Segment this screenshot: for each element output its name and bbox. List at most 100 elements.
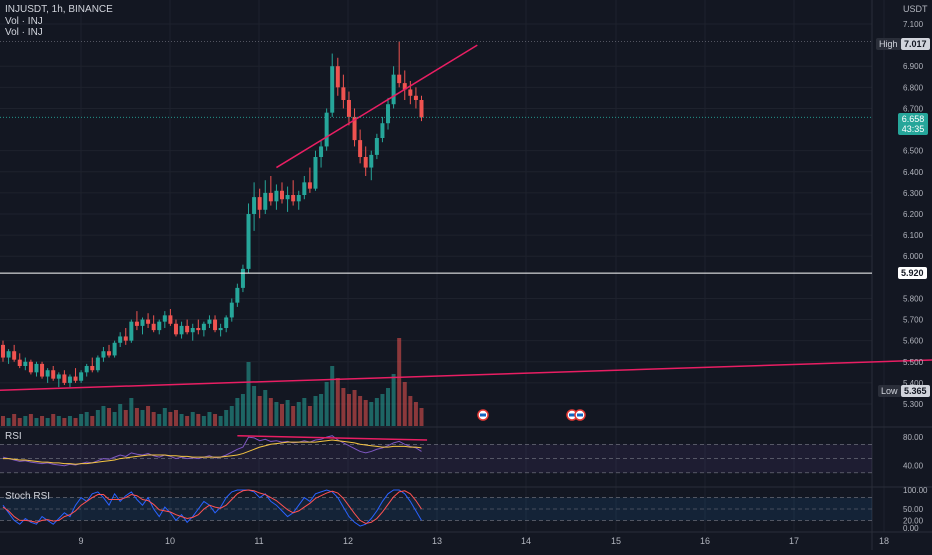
candle-body bbox=[157, 321, 162, 331]
candle bbox=[352, 108, 357, 147]
candle bbox=[324, 108, 329, 151]
candle-body bbox=[207, 319, 212, 324]
candle-body bbox=[73, 376, 78, 381]
volume-bar bbox=[391, 374, 396, 426]
candle bbox=[101, 347, 106, 362]
candle-body bbox=[346, 100, 351, 117]
candle-body bbox=[90, 366, 95, 371]
candle-body bbox=[201, 323, 206, 331]
candle-body bbox=[263, 192, 268, 210]
candle-body bbox=[324, 112, 329, 147]
volume-bar bbox=[146, 406, 151, 426]
candle bbox=[246, 203, 251, 274]
volume-bar bbox=[224, 410, 229, 426]
candle bbox=[408, 81, 413, 105]
candle-body bbox=[391, 74, 396, 105]
candle-body bbox=[313, 157, 318, 189]
candle-body bbox=[235, 287, 240, 303]
candle-body bbox=[146, 319, 151, 324]
rsi-title[interactable]: RSI bbox=[5, 431, 22, 442]
candle-body bbox=[408, 89, 413, 96]
candle bbox=[257, 188, 262, 219]
time-tick-label: 13 bbox=[432, 536, 442, 546]
candle bbox=[134, 311, 139, 331]
candle-body bbox=[179, 325, 184, 335]
volume-bar bbox=[246, 362, 251, 426]
volume-bar bbox=[185, 416, 190, 426]
overlays[interactable] bbox=[0, 41, 932, 421]
time-tick-label: 15 bbox=[611, 536, 621, 546]
time-tick-label: 9 bbox=[78, 536, 83, 546]
candle bbox=[207, 315, 212, 328]
volume-legend-2[interactable]: Vol · INJ bbox=[5, 27, 43, 38]
currency-label: USDT bbox=[903, 4, 928, 14]
stoch-d-line bbox=[2, 489, 422, 524]
volume-bar bbox=[291, 406, 296, 426]
volume-bar bbox=[84, 412, 89, 426]
candle bbox=[67, 374, 72, 388]
candle-body bbox=[173, 323, 178, 335]
candle bbox=[107, 344, 112, 358]
candle-body bbox=[280, 190, 284, 200]
candle bbox=[335, 57, 340, 96]
volume-bar bbox=[319, 394, 324, 426]
volume-bar bbox=[196, 414, 201, 426]
candle-body bbox=[6, 351, 11, 358]
volume-bar bbox=[134, 408, 139, 426]
rsi-panel[interactable] bbox=[0, 434, 872, 474]
candle-body bbox=[413, 95, 418, 100]
candle-body bbox=[134, 321, 139, 326]
volume-bar bbox=[23, 416, 28, 426]
volume-bars bbox=[1, 338, 424, 426]
volume-bar bbox=[6, 418, 11, 426]
volume-bar bbox=[363, 400, 368, 426]
candles[interactable] bbox=[1, 41, 424, 388]
volume-bar bbox=[397, 338, 402, 426]
stoch-rsi-panel[interactable] bbox=[0, 489, 872, 527]
candle-body bbox=[56, 374, 61, 379]
candle bbox=[235, 283, 240, 307]
price-tick-label: 5.400 bbox=[903, 379, 924, 388]
candle-body bbox=[123, 336, 128, 341]
volume-bar bbox=[296, 402, 301, 426]
volume-bar bbox=[157, 414, 162, 426]
stoch-tick-label: 100.00 bbox=[903, 486, 928, 495]
candle bbox=[34, 361, 39, 377]
price-tick-label: 5.500 bbox=[903, 358, 924, 367]
candle bbox=[319, 140, 324, 168]
candle bbox=[168, 309, 173, 326]
volume-bar bbox=[335, 378, 340, 426]
price-tick-label: 6.400 bbox=[903, 168, 924, 177]
high-label: High bbox=[876, 38, 901, 50]
candle bbox=[196, 319, 201, 335]
volume-bar bbox=[207, 412, 212, 426]
candle bbox=[280, 182, 284, 204]
candle bbox=[358, 129, 363, 164]
volume-bar bbox=[173, 410, 178, 426]
candle-body bbox=[296, 195, 301, 202]
candle-body bbox=[101, 351, 106, 358]
stoch-tick-label: 0.00 bbox=[903, 524, 919, 533]
volume-bar bbox=[402, 382, 407, 426]
stoch-tick-label: 20.00 bbox=[903, 516, 924, 525]
volume-legend-1[interactable]: Vol · INJ bbox=[5, 16, 43, 27]
volume-bar bbox=[17, 418, 22, 426]
event-flag-icon bbox=[574, 409, 586, 421]
candle bbox=[285, 186, 290, 212]
symbol-legend[interactable]: INJUSDT, 1h, BINANCE bbox=[5, 4, 113, 15]
candle-body bbox=[95, 357, 100, 371]
candle bbox=[90, 357, 95, 373]
volume-bar bbox=[107, 408, 112, 426]
price-tick-label: 5.600 bbox=[903, 337, 924, 346]
volume-bar bbox=[313, 396, 318, 426]
candle-body bbox=[352, 116, 357, 141]
candle-body bbox=[419, 100, 424, 118]
candle-body bbox=[285, 195, 290, 200]
time-tick-label: 10 bbox=[165, 536, 175, 546]
candle bbox=[313, 150, 318, 191]
stoch-rsi-title[interactable]: Stoch RSI bbox=[5, 491, 51, 502]
candle bbox=[268, 176, 273, 206]
